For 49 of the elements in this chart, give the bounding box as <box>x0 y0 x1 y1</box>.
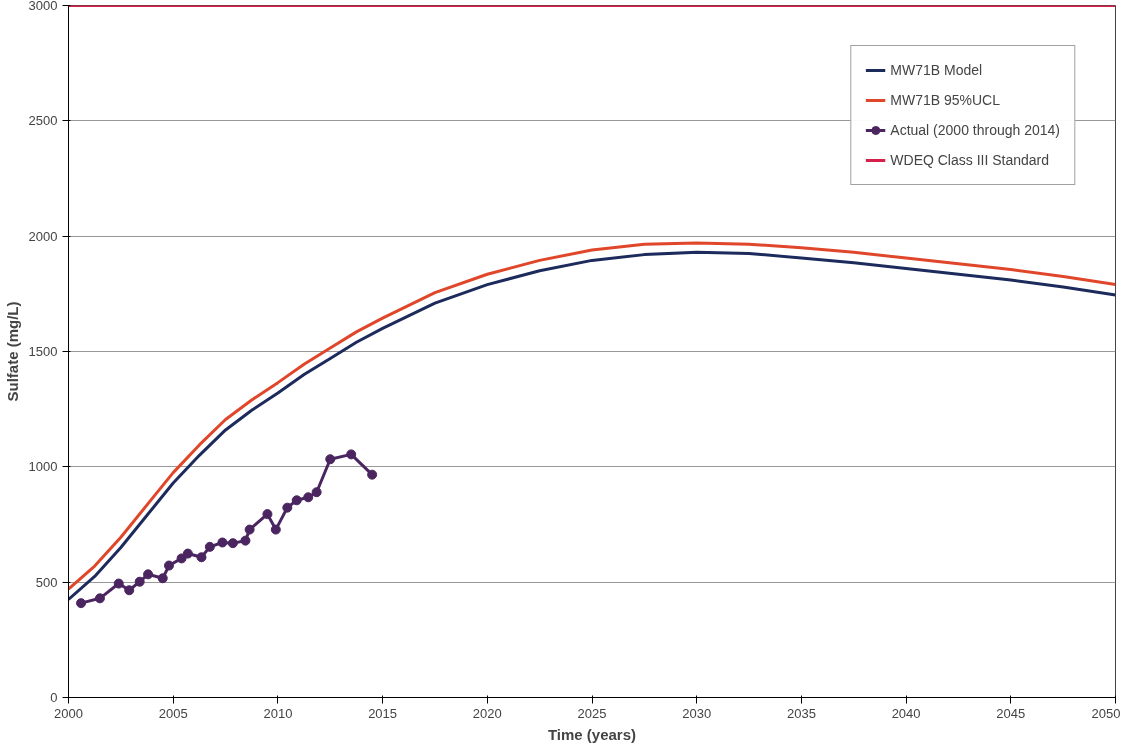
x-tick-label: 2015 <box>368 705 398 721</box>
legend-label: MW71B Model <box>890 62 983 78</box>
point <box>182 548 193 559</box>
x-tick-label: 2030 <box>682 705 712 721</box>
x-tick-label: 2010 <box>263 705 293 721</box>
point <box>270 524 281 535</box>
legend-label: MW71B 95%UCL <box>890 92 1001 108</box>
point <box>325 454 336 465</box>
legend-label: WDEQ Class III Standard <box>890 152 1050 168</box>
x-tick-label: 2035 <box>786 705 816 721</box>
point <box>291 495 302 506</box>
point <box>367 469 378 480</box>
point <box>303 492 314 503</box>
x-tick-label: 2040 <box>891 705 921 721</box>
y-tick-label: 500 <box>35 574 58 590</box>
legend-label: Actual (2000 through 2014) <box>890 122 1060 138</box>
y-tick-label: 1000 <box>28 459 58 475</box>
y-tick-label: 2500 <box>28 113 58 129</box>
point <box>227 538 238 549</box>
y-tick-label: 2000 <box>28 228 58 244</box>
point <box>262 509 273 520</box>
y-tick-label: 3000 <box>28 0 58 13</box>
point <box>282 502 293 513</box>
point <box>164 560 175 571</box>
y-tick-label: 1500 <box>28 344 58 359</box>
x-axis-title: Time (years) <box>547 725 637 743</box>
point <box>217 537 228 548</box>
point <box>240 535 251 546</box>
point <box>196 552 207 563</box>
x-tick-label: 2000 <box>54 705 83 721</box>
x-tick-label: 2005 <box>158 705 188 721</box>
point <box>176 553 187 564</box>
point <box>244 524 255 535</box>
point <box>157 573 168 584</box>
x-tick-label: 2020 <box>472 705 502 721</box>
x-tick-label: 2025 <box>577 705 607 721</box>
point <box>143 569 154 580</box>
point <box>113 578 124 589</box>
point <box>94 593 105 604</box>
point <box>124 585 135 596</box>
x-tick-label: 2045 <box>996 705 1026 721</box>
point <box>204 541 215 552</box>
x-tick-label: 2050 <box>1091 705 1121 721</box>
y-axis-title: Sulfate (mg/L) <box>3 301 21 402</box>
point <box>134 576 145 587</box>
point <box>346 449 357 460</box>
y-tick-label: 0 <box>50 690 58 705</box>
point <box>311 487 322 498</box>
point <box>76 598 87 609</box>
